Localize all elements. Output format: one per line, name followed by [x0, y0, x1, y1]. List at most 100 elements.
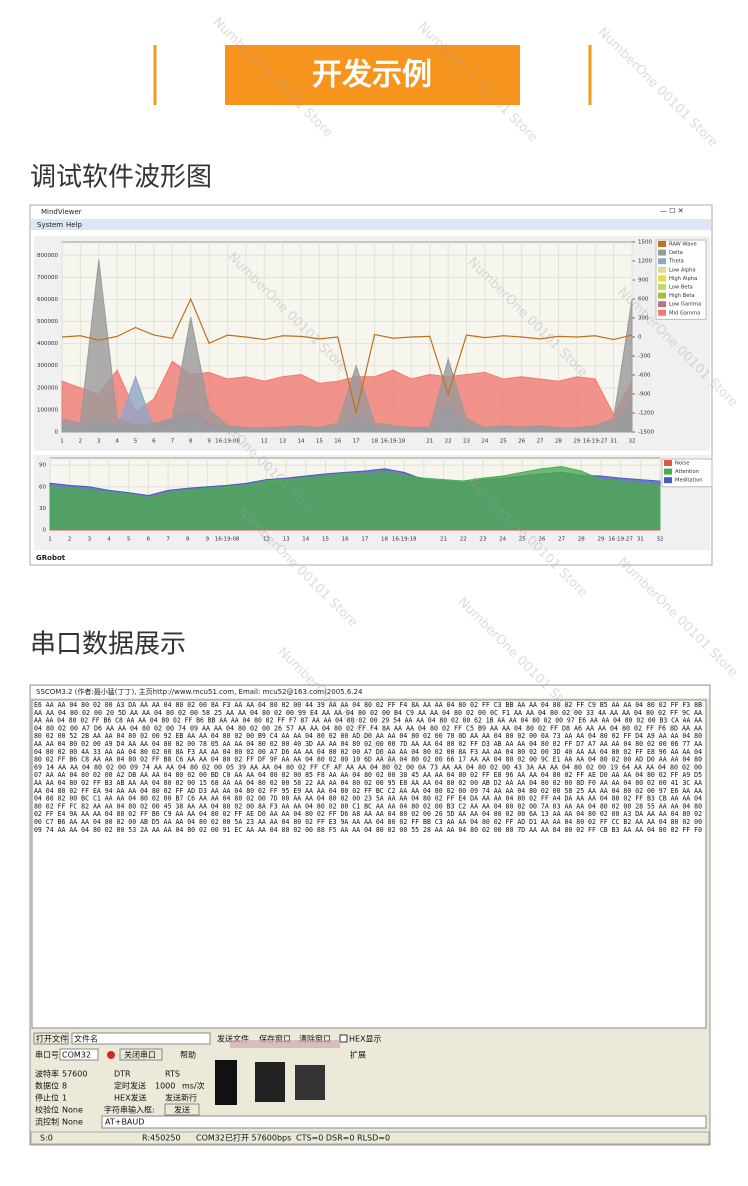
y-tick-label: 600000	[37, 297, 58, 303]
x-tick-label: 24	[481, 439, 488, 445]
x-tick-label: 14	[302, 537, 309, 543]
hex-line: AA AA 04 80 02 FF B3 AB AA AA 04 80 02 0…	[34, 778, 702, 787]
x-tick-label: 14	[298, 439, 305, 445]
input[interactable]	[71, 1032, 211, 1045]
redaction	[295, 1065, 325, 1100]
x-tick-label: 3	[88, 537, 92, 543]
x-tick-label: 6	[152, 439, 156, 445]
y2-tick-label: 900	[638, 278, 649, 284]
checkbox-label[interactable]: HEX发送	[114, 1093, 147, 1103]
x-tick-label: 7	[171, 439, 175, 445]
x-tick-label: 7	[166, 537, 170, 543]
button[interactable]	[119, 1048, 163, 1061]
window-title: MindViewer	[41, 208, 82, 216]
x-tick-label: 29	[573, 439, 580, 445]
y2-tick-label: -1500	[638, 430, 654, 436]
y-tick-label: 0	[55, 430, 59, 436]
select-value[interactable]: None	[62, 1118, 83, 1127]
y-tick-label: 500000	[37, 319, 58, 325]
menu-item[interactable]: Help	[66, 221, 83, 229]
y2-tick-label: 1200	[638, 259, 652, 265]
legend-swatch	[658, 266, 666, 273]
label: 波特率	[35, 1069, 59, 1079]
window-controls[interactable]: — ☐ ✕	[660, 207, 684, 215]
x-tick-label: 17	[353, 439, 360, 445]
legend-swatch	[664, 460, 672, 466]
y2-tick-label: -600	[638, 373, 651, 379]
x-tick-label: 28	[578, 537, 585, 543]
hex-line: 07 AA AA 04 80 02 00 A2 DB AA AA 04 80 0…	[34, 770, 702, 779]
x-tick-label: 24	[499, 537, 506, 543]
window-title: SSCOM3.2 (作者:聂小猛(丁丁), 主页http://www.mcu51…	[36, 687, 363, 696]
button-label[interactable]: 帮助	[180, 1050, 196, 1060]
select-value[interactable]: 57600	[62, 1070, 87, 1079]
area	[61, 259, 633, 433]
x-tick-label: 16:19:18	[381, 439, 406, 445]
legend-swatch	[658, 258, 666, 265]
label: ms/次	[182, 1081, 205, 1091]
x-tick-label: 31	[637, 537, 644, 543]
menu-item[interactable]: System	[37, 221, 63, 229]
redaction	[215, 1060, 237, 1105]
x-tick-label: 8	[189, 439, 193, 445]
hex-line: 00 C7 B6 AA AA 04 80 02 00 AB D5 AA AA 0…	[34, 817, 702, 826]
checkbox-label[interactable]: RTS	[165, 1070, 180, 1079]
select-value[interactable]: 1	[62, 1094, 67, 1103]
y-tick-label: 200000	[37, 385, 58, 391]
port-indicator	[107, 1051, 115, 1059]
x-tick-label: 9	[206, 537, 210, 543]
hex-line: 04 80 02 00 A7 D6 AA AA 04 80 02 00 74 0…	[34, 723, 702, 732]
y2-tick-label: 1500	[638, 240, 652, 246]
x-tick-label: 16	[334, 439, 341, 445]
x-tick-label: 12	[263, 537, 270, 543]
checkbox-label[interactable]: DTR	[114, 1070, 131, 1079]
y2-tick-label: -1200	[638, 411, 654, 417]
x-tick-label: 9	[207, 439, 211, 445]
legend: Noise Attention Meditation	[661, 458, 713, 488]
x-tick-label: 27	[558, 537, 565, 543]
checkbox-label[interactable]: 发送新行	[165, 1093, 197, 1103]
y-tick-label: 800000	[37, 253, 58, 259]
button[interactable]	[33, 1032, 69, 1045]
button-label[interactable]: 关闭串口	[124, 1050, 156, 1060]
button[interactable]	[164, 1103, 200, 1116]
select[interactable]	[59, 1048, 99, 1061]
button-label[interactable]: 扩展	[350, 1050, 366, 1060]
x-tick-label: 29	[597, 537, 604, 543]
legend-swatch	[658, 241, 666, 247]
select-value[interactable]: None	[62, 1106, 83, 1115]
x-tick-label: 5	[134, 439, 138, 445]
button-label[interactable]: 保存窗口	[259, 1034, 291, 1044]
legend-label: RAW Wave	[669, 242, 697, 248]
button-label[interactable]: 清除窗口	[299, 1034, 331, 1044]
legend-label: Low Gamma	[669, 302, 701, 308]
checkbox-label[interactable]: HEX显示	[349, 1035, 382, 1044]
checkbox-label[interactable]: 定时发送	[114, 1081, 146, 1091]
x-tick-label: 32	[657, 537, 664, 543]
y2-tick-label: 300	[638, 316, 649, 322]
title-bar	[31, 686, 709, 698]
legend-swatch	[664, 477, 672, 484]
legend-swatch	[658, 249, 666, 256]
y-tick-label: 400000	[37, 341, 58, 347]
redaction	[230, 1040, 340, 1048]
select-value[interactable]: 8	[62, 1082, 67, 1091]
button-label[interactable]: 发送文件	[217, 1034, 249, 1044]
x-tick-label: 21	[426, 439, 433, 445]
button-label[interactable]: 发送	[174, 1105, 190, 1115]
legend-label: Mid Gamma	[669, 310, 700, 316]
checkbox[interactable]	[339, 1034, 348, 1043]
x-tick-label: 8	[186, 537, 190, 543]
label: 停止位	[35, 1093, 59, 1103]
button-label[interactable]: 打开文件	[36, 1034, 68, 1044]
legend-label: Noise	[675, 461, 689, 467]
input[interactable]	[101, 1115, 707, 1129]
receive-area	[31, 699, 707, 1029]
label: 串口号	[35, 1051, 59, 1060]
input-text[interactable]: 1000	[155, 1082, 175, 1091]
x-tick-label: 18	[371, 439, 378, 445]
y-tick-label: 300000	[37, 363, 58, 369]
hex-line: 80 02 FF B6 C8 AA AA 04 80 02 FF B8 C6 A…	[34, 755, 702, 764]
